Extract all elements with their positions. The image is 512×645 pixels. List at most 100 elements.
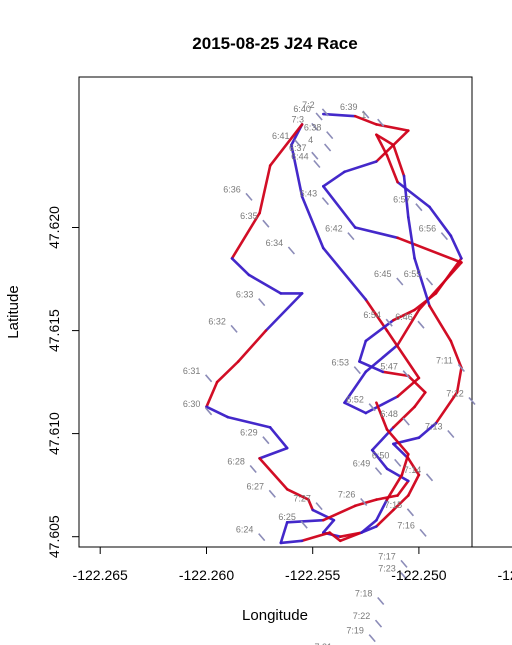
track-segment [258, 446, 289, 460]
track-segment [258, 457, 289, 491]
track-segment [385, 428, 410, 456]
time-label: 6:25 [278, 512, 296, 522]
track-segment [285, 518, 325, 524]
time-label: 6:24 [236, 525, 254, 535]
track-layer [205, 112, 463, 545]
wind-tick [249, 464, 257, 474]
track-segment [392, 494, 410, 512]
time-label: 6:27 [247, 481, 265, 491]
track-segment [343, 401, 368, 415]
wind-tick [368, 634, 376, 643]
track-segment [434, 271, 453, 295]
time-label: 6:32 [208, 316, 226, 326]
track-segment [434, 391, 459, 425]
wind-tick [400, 572, 408, 581]
track-segment [247, 273, 283, 295]
track-segment [400, 452, 410, 477]
track-segment [392, 442, 410, 460]
time-label: 7:13 [425, 422, 443, 432]
wind-tick [415, 203, 423, 212]
x-axis-label: Longitude [242, 607, 308, 624]
wind-tick [258, 533, 266, 542]
time-label: 6:34 [266, 238, 284, 248]
time-label: 6:50 [372, 450, 390, 460]
track-segment [268, 123, 304, 167]
x-tick-label: -122.260 [179, 567, 234, 583]
track-segment [385, 154, 399, 184]
wind-tick [362, 110, 370, 119]
wind-tick [353, 366, 361, 375]
time-labels: 7:2 6:39 6:407:36:38 1 6:41 46:376:44 6:36 6:43… [183, 100, 476, 645]
y-tick-label: 47.610 [46, 412, 62, 455]
time-label: 6:46 [395, 312, 413, 322]
wind-tick [245, 192, 253, 201]
wind-tick [326, 131, 334, 140]
track-segment [321, 112, 357, 118]
track-segment [353, 226, 399, 240]
wind-tick [321, 197, 330, 206]
time-label: 7:21 [315, 642, 333, 645]
wind-tick [311, 122, 319, 131]
track-segment [406, 473, 421, 497]
time-label: 6:28 [227, 457, 245, 467]
track-segment [385, 329, 421, 380]
track-segment [392, 143, 406, 178]
track-segment [375, 133, 389, 157]
time-label: 6:33 [236, 290, 254, 300]
chart-title: 2015-08-25 J24 Race [192, 34, 357, 53]
track-segment [375, 498, 389, 522]
track-segment [449, 257, 463, 275]
time-label: 6:36 [223, 184, 241, 194]
track-segment [428, 304, 453, 343]
track-segment [338, 531, 363, 543]
wind-tick [394, 458, 402, 467]
track-segment [396, 479, 410, 497]
track-segment [375, 401, 389, 431]
track-segment [343, 160, 378, 174]
track-segment [328, 531, 342, 543]
time-label: 7:14 [404, 465, 422, 475]
track-segment [413, 391, 427, 409]
time-label: 6:40 [293, 104, 311, 114]
wind-tick [425, 277, 434, 286]
y-axis-label: Latitude [5, 285, 22, 338]
wind-tick [374, 619, 383, 628]
track-segment [353, 498, 378, 508]
wind-tick [258, 298, 266, 307]
wind-tick [468, 396, 476, 406]
x-tick-label: -122.255 [285, 567, 340, 583]
track-segment [413, 257, 431, 308]
wind-tick [457, 363, 466, 373]
time-label: 6:29 [240, 428, 258, 438]
time-label: 7:16 [397, 520, 415, 530]
track-segment [406, 457, 421, 477]
track-segment [402, 174, 410, 219]
track-segment [375, 123, 410, 132]
time-label: 7:22 [353, 611, 371, 621]
track-segment [396, 236, 463, 264]
wind-tick [262, 219, 270, 228]
time-label: 7:15 [385, 500, 403, 510]
track-segment [279, 539, 304, 545]
track-segment [417, 421, 438, 440]
wind-tick [204, 374, 213, 383]
track-segment [406, 215, 416, 260]
time-label: 4 [308, 135, 313, 145]
wind-tick [300, 520, 308, 529]
track-segment [353, 114, 378, 126]
wind-tick [419, 528, 427, 537]
wind-tick [262, 436, 270, 445]
track-segment [396, 308, 421, 347]
track-segment [279, 520, 289, 545]
wind-tick [440, 232, 449, 241]
time-label: 6:39 [340, 102, 358, 112]
time-label: 6:43 [300, 189, 318, 199]
track-segment [311, 508, 336, 522]
time-label: 6:42 [325, 224, 343, 234]
track-segment [358, 360, 385, 374]
time-label: 6:55 [404, 269, 422, 279]
time-label: 6:53 [332, 358, 350, 368]
time-label: 6:54 [363, 310, 381, 320]
